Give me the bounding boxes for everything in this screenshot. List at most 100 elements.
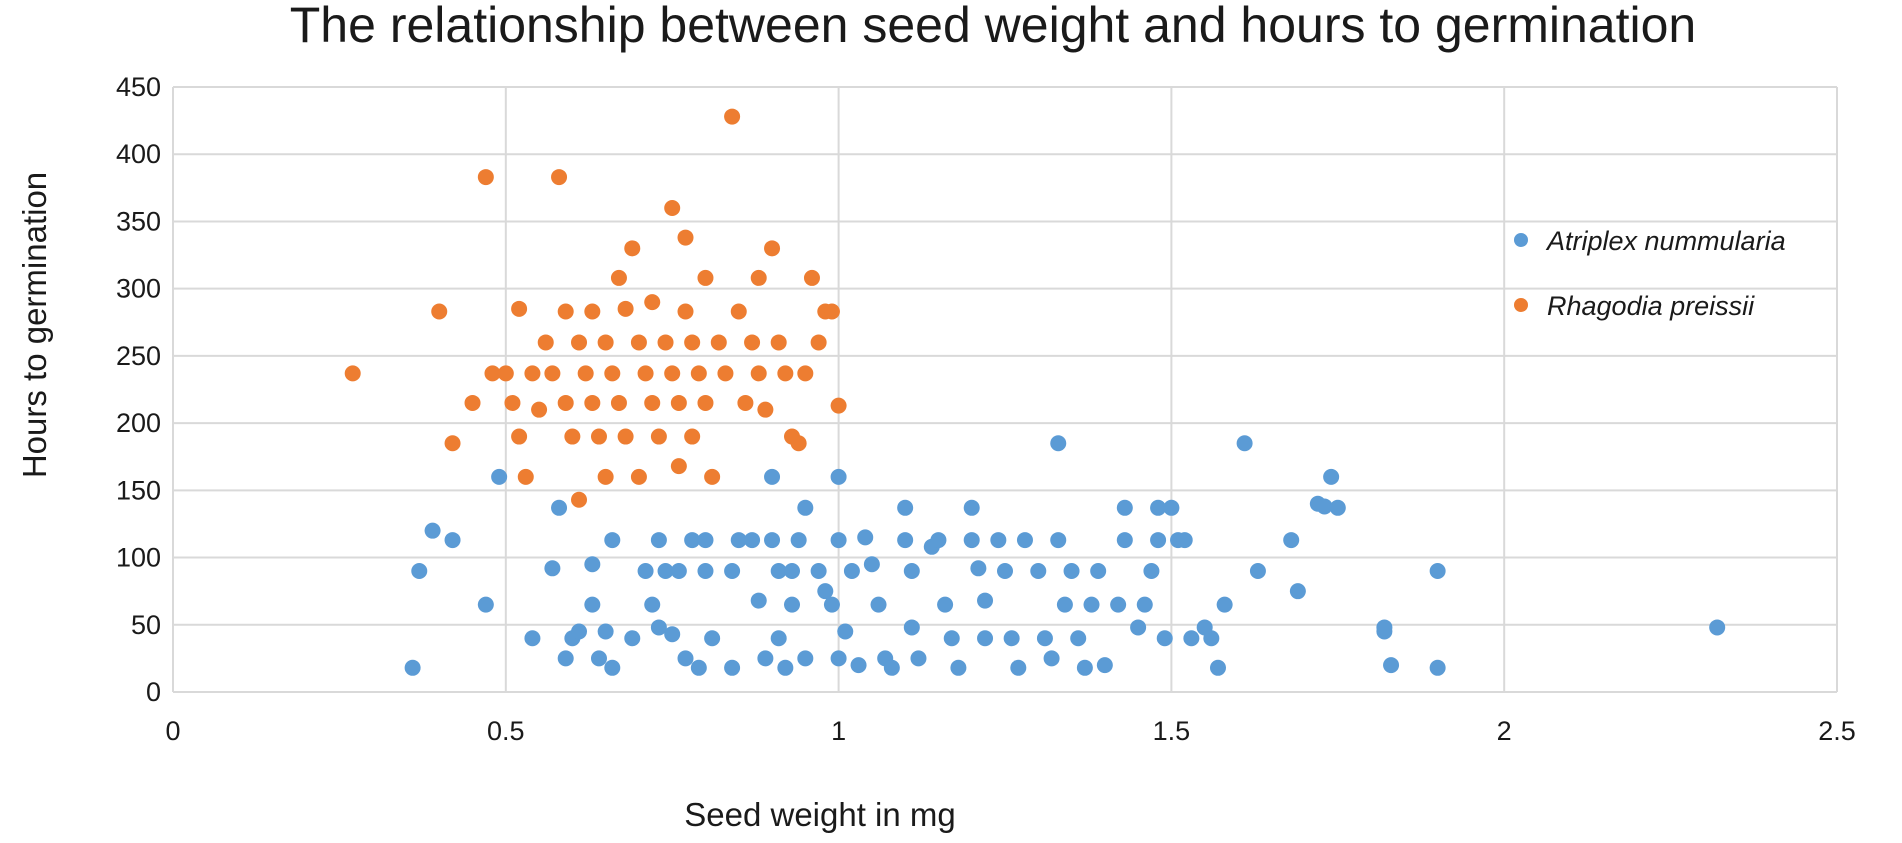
data-point [863, 556, 880, 573]
data-point [597, 468, 614, 485]
data-point [1376, 619, 1393, 636]
data-point [1150, 532, 1167, 549]
data-point [704, 468, 721, 485]
data-point [477, 596, 494, 613]
data-point [930, 532, 947, 549]
data-point [750, 269, 767, 286]
data-point [1116, 532, 1133, 549]
data-point [630, 334, 647, 351]
data-point [910, 650, 927, 667]
data-point [464, 394, 481, 411]
y-tick-label: 350 [116, 206, 161, 236]
data-point [903, 563, 920, 579]
data-point [1203, 630, 1220, 647]
data-point [684, 334, 701, 351]
data-point [1236, 435, 1253, 452]
data-point [823, 596, 840, 613]
data-point [604, 365, 621, 382]
data-point [1130, 619, 1147, 636]
data-point [883, 659, 900, 676]
data-point [650, 532, 667, 549]
data-point [1090, 563, 1107, 579]
data-point [1249, 563, 1266, 579]
data-point [497, 365, 514, 382]
data-point [617, 300, 634, 317]
data-point [790, 532, 807, 549]
data-point [977, 630, 994, 647]
data-point [1283, 532, 1300, 549]
data-point [1289, 583, 1306, 600]
data-point [584, 596, 601, 613]
data-point [444, 532, 461, 549]
y-tick-label: 450 [116, 72, 161, 102]
data-point [797, 499, 814, 516]
data-point [577, 365, 594, 382]
data-point [697, 532, 714, 549]
data-point [724, 659, 741, 676]
data-point [551, 169, 568, 186]
data-point [1070, 630, 1087, 647]
data-point [1136, 596, 1153, 613]
data-point [1096, 657, 1113, 674]
series-rhagodia-preissii [344, 108, 847, 508]
y-tick-label: 300 [116, 274, 161, 304]
data-point [571, 334, 588, 351]
data-point [424, 522, 441, 539]
data-point [677, 303, 694, 320]
data-point [537, 334, 554, 351]
data-point [484, 365, 501, 382]
data-point [511, 428, 528, 445]
y-tick-label: 50 [131, 610, 161, 640]
data-point [950, 659, 967, 676]
data-point [997, 563, 1013, 579]
data-point [664, 365, 681, 382]
legend-label-rhagodia: Rhagodia preissii [1547, 291, 1755, 321]
data-point [404, 659, 421, 676]
data-point [557, 650, 574, 667]
data-point [524, 365, 541, 382]
data-point [544, 365, 561, 382]
data-point [750, 592, 767, 609]
data-point [784, 563, 801, 579]
data-point [1076, 659, 1093, 676]
y-tick-label: 100 [116, 543, 161, 573]
data-point [610, 394, 627, 411]
data-point [597, 334, 614, 351]
data-point [644, 596, 661, 613]
data-point [963, 532, 980, 549]
data-point [1216, 596, 1233, 613]
data-point [544, 560, 561, 577]
data-point [757, 401, 774, 418]
data-point [937, 596, 954, 613]
data-point [764, 532, 781, 549]
data-point [770, 563, 787, 579]
series-atriplex-nummularia [404, 435, 1726, 676]
data-point [1150, 499, 1167, 516]
data-point [710, 334, 727, 351]
data-point [604, 532, 621, 549]
data-point [604, 659, 621, 676]
data-point [584, 303, 601, 320]
data-point [637, 563, 654, 579]
data-point [784, 596, 801, 613]
data-point [624, 240, 641, 257]
x-tick-label: 2 [1497, 716, 1512, 746]
data-point [690, 365, 707, 382]
data-point [504, 394, 521, 411]
data-point [1329, 499, 1346, 516]
data-points [344, 108, 1726, 676]
data-point [797, 650, 814, 667]
data-point [677, 650, 694, 667]
data-point [584, 394, 601, 411]
data-point [590, 650, 607, 667]
data-point [1176, 532, 1193, 549]
data-point [943, 630, 960, 647]
data-point [617, 428, 634, 445]
data-point [597, 623, 614, 640]
legend-marker-rhagodia [1514, 298, 1528, 312]
data-point [444, 435, 461, 452]
x-tick-label: 0 [165, 716, 180, 746]
data-point [1163, 499, 1180, 516]
data-point [744, 532, 761, 549]
